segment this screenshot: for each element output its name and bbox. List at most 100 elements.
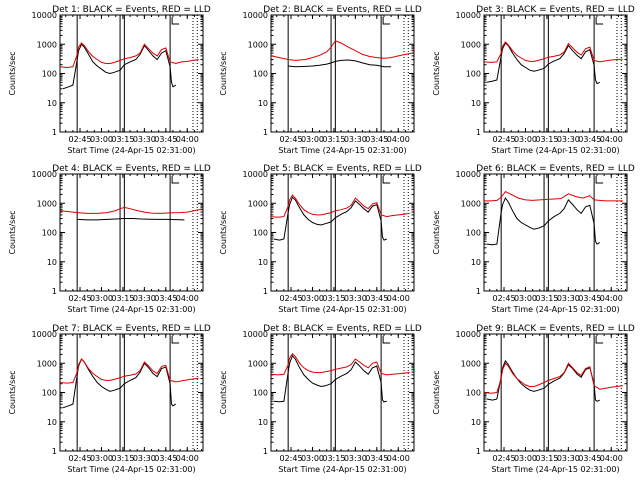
series-events-line: [273, 354, 387, 403]
x-tick-label: 02:45: [68, 135, 91, 144]
series-events-line: [77, 218, 185, 221]
panel-title: Det 4: BLACK = Events, RED = LLD: [52, 164, 211, 174]
y-tick-label: 100: [466, 389, 481, 398]
y-tick-label: 1000: [37, 40, 57, 49]
series-lld-line: [59, 42, 199, 69]
detector-panel-3: Det 3: BLACK = Events, RED = LLD Counts/s…: [432, 5, 635, 155]
x-tick-label: 03:00: [301, 294, 324, 303]
corner-marker: [171, 176, 180, 184]
x-tick-label: 03:00: [514, 454, 537, 463]
y-tick-label: 1: [476, 128, 481, 137]
x-tick-label: 03:15: [111, 454, 134, 463]
detector-panel-5: Det 5: BLACK = Events, RED = LLD Counts/s…: [219, 164, 422, 314]
corner-marker: [382, 176, 391, 184]
y-tick-label: 1: [263, 128, 268, 137]
y-tick-label: 1: [52, 447, 57, 456]
series-events-line: [273, 196, 387, 241]
x-tick-label: 02:45: [279, 294, 302, 303]
x-tick-label: 03:15: [535, 135, 558, 144]
detector-panel-7: Det 7: BLACK = Events, RED = LLD Counts/s…: [8, 324, 211, 474]
x-axis-label: Start Time (24-Apr-15 02:31:00): [67, 146, 195, 155]
y-tick-label: 100: [466, 70, 481, 79]
x-tick-label: 03:30: [133, 294, 156, 303]
x-tick-label: 03:30: [133, 135, 156, 144]
detector-panel-4: Det 4: BLACK = Events, RED = LLD Counts/s…: [8, 164, 211, 314]
y-axis-label: Counts/sec: [432, 51, 441, 95]
x-tick-label: 04:00: [176, 294, 199, 303]
x-tick-label: 03:00: [90, 294, 113, 303]
corner-marker: [171, 17, 180, 25]
x-tick-label: 04:00: [387, 454, 410, 463]
x-tick-label: 02:45: [492, 135, 515, 144]
series-events-line: [62, 358, 177, 409]
plot-frame: [59, 173, 204, 292]
x-tick-label: 03:45: [154, 135, 177, 144]
y-tick-label: 1: [52, 128, 57, 137]
y-tick-label: 10: [471, 99, 481, 108]
x-tick-label: 03:15: [322, 454, 345, 463]
x-tick-label: 03:15: [535, 294, 558, 303]
y-tick-label: 100: [253, 229, 268, 238]
y-tick-label: 10000: [243, 11, 268, 20]
x-tick-label: 02:45: [492, 294, 515, 303]
x-tick-label: 04:00: [600, 135, 623, 144]
detector-panel-9: Det 9: BLACK = Events, RED = LLD Counts/s…: [432, 324, 635, 474]
plot-frame: [483, 14, 628, 133]
series-events-line: [486, 197, 601, 246]
detector-panel-1: Det 1: BLACK = Events, RED = LLD Counts/s…: [8, 5, 211, 155]
x-tick-label: 03:30: [344, 294, 367, 303]
series-lld-line: [59, 358, 199, 384]
x-tick-label: 03:45: [365, 294, 388, 303]
x-tick-label: 03:15: [111, 135, 134, 144]
y-tick-label: 10000: [243, 170, 268, 179]
corner-marker: [595, 336, 604, 344]
x-tick-label: 03:15: [111, 294, 134, 303]
detector-panel-2: Det 2: BLACK = Events, RED = LLD Counts/s…: [219, 5, 422, 155]
plot-frame: [483, 333, 628, 452]
y-axis-label: Counts/sec: [219, 210, 228, 254]
y-tick-label: 1: [52, 287, 57, 296]
y-axis-label: Counts/sec: [8, 370, 17, 414]
y-tick-label: 1: [476, 447, 481, 456]
y-tick-label: 100: [466, 229, 481, 238]
plot-frame: [59, 333, 204, 452]
y-axis-label: Counts/sec: [8, 51, 17, 95]
x-tick-label: 03:00: [514, 294, 537, 303]
x-tick-label: 04:00: [600, 454, 623, 463]
y-tick-label: 1000: [248, 359, 268, 368]
plot-frame: [270, 333, 415, 452]
panel-title: Det 8: BLACK = Events, RED = LLD: [263, 324, 422, 334]
y-tick-label: 10000: [456, 170, 481, 179]
x-tick-label: 04:00: [600, 294, 623, 303]
x-axis-label: Start Time (24-Apr-15 02:31:00): [278, 465, 406, 474]
plot-frame: [270, 14, 415, 133]
series-events-line: [486, 42, 601, 85]
x-axis-label: Start Time (24-Apr-15 02:31:00): [278, 146, 406, 155]
corner-marker: [595, 17, 604, 25]
y-tick-label: 10: [471, 258, 481, 267]
plot-frame: [270, 173, 415, 292]
x-tick-label: 03:30: [557, 294, 580, 303]
x-tick-label: 03:00: [301, 454, 324, 463]
panel-title: Det 6: BLACK = Events, RED = LLD: [476, 164, 635, 174]
x-tick-label: 03:45: [154, 454, 177, 463]
y-tick-label: 10: [47, 99, 57, 108]
x-tick-label: 03:30: [344, 454, 367, 463]
y-tick-label: 10: [258, 258, 268, 267]
x-tick-label: 03:45: [578, 135, 601, 144]
y-tick-label: 1000: [248, 199, 268, 208]
x-axis-label: Start Time (24-Apr-15 02:31:00): [67, 305, 195, 314]
y-axis-label: Counts/sec: [8, 210, 17, 254]
x-axis-label: Start Time (24-Apr-15 02:31:00): [67, 465, 195, 474]
x-tick-label: 03:45: [578, 294, 601, 303]
panel-title: Det 2: BLACK = Events, RED = LLD: [263, 5, 422, 15]
x-axis-label: Start Time (24-Apr-15 02:31:00): [491, 305, 619, 314]
y-tick-label: 10000: [456, 11, 481, 20]
detector-panel-6: Det 6: BLACK = Events, RED = LLD Counts/s…: [432, 164, 635, 314]
y-tick-label: 100: [42, 389, 57, 398]
corner-marker: [382, 17, 391, 25]
x-tick-label: 04:00: [387, 135, 410, 144]
y-tick-label: 1000: [37, 199, 57, 208]
x-tick-label: 03:30: [133, 454, 156, 463]
